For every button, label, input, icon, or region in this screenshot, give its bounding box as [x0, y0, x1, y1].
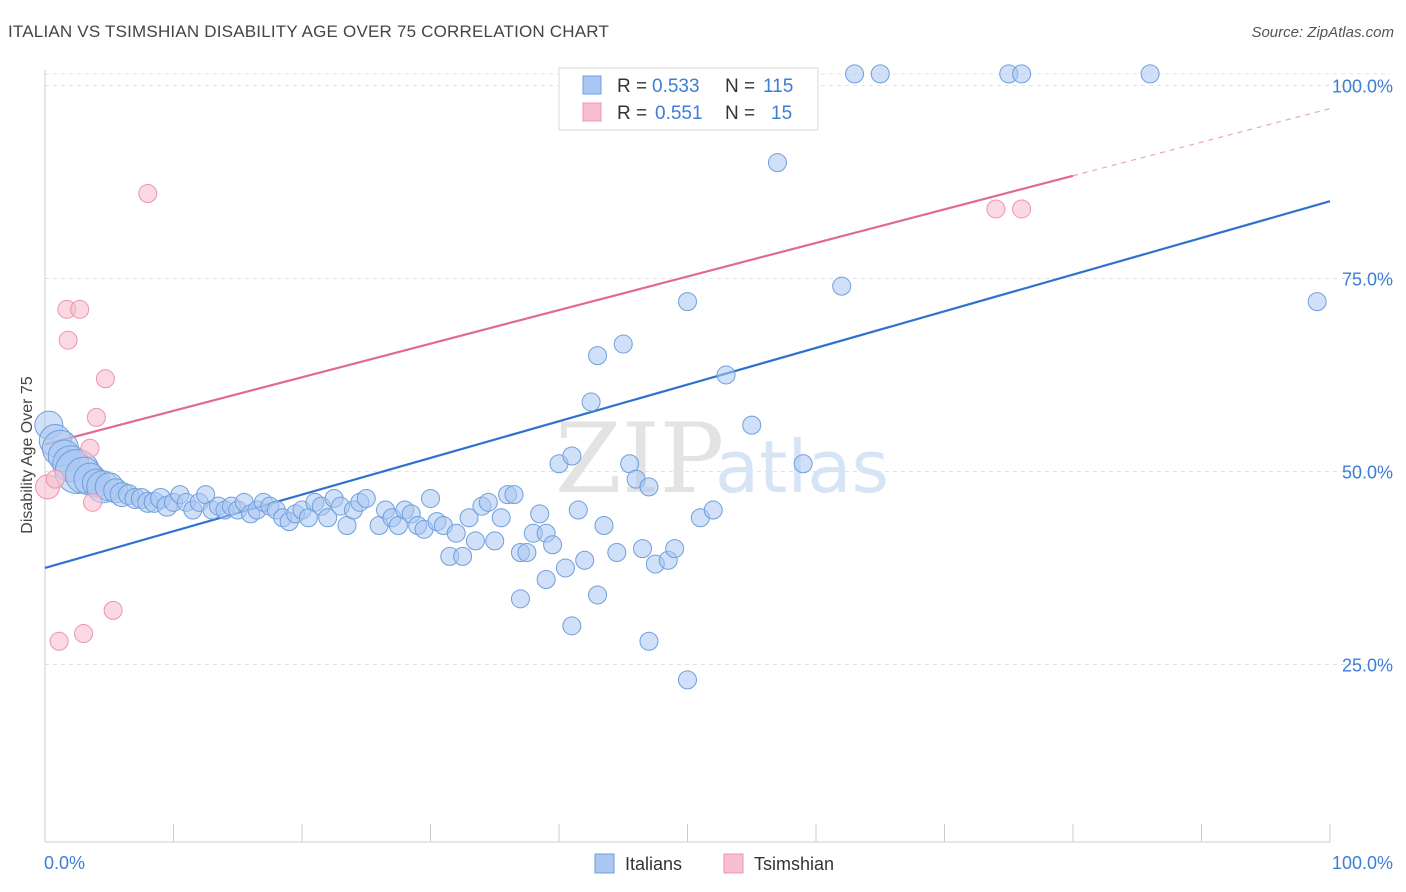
point-tsimshian [80, 438, 100, 458]
y-tick-label-1: 50.0% [1342, 462, 1393, 482]
series-legend: Italians Tsimshian [594, 853, 834, 874]
legend-n-value-italians: 115 [763, 76, 793, 97]
point-italians [543, 535, 563, 555]
point-tsimshian [86, 407, 106, 427]
point-tsimshian [58, 330, 78, 350]
point-italians [517, 543, 537, 562]
point-italians [459, 508, 479, 528]
point-italians [555, 558, 575, 578]
point-tsimshian [83, 492, 103, 512]
point-italians [832, 276, 852, 296]
series-legend-swatch-italians [594, 853, 615, 874]
watermark-zip: ZIP [555, 403, 724, 515]
point-italians [742, 415, 762, 435]
point-italians [491, 508, 511, 528]
point-italians [536, 570, 556, 590]
source-label: Source: ZipAtlas.com [1251, 24, 1394, 41]
point-italians [665, 539, 685, 559]
watermark: ZIP atlas [555, 403, 889, 515]
point-tsimshian [70, 299, 90, 319]
point-tsimshian [45, 469, 65, 489]
point-italians [581, 392, 601, 412]
point-italians [639, 477, 659, 497]
point-italians [478, 492, 498, 512]
correlation-legend: R = 0.533 N = 115 R = 0.551 N = 15 [558, 67, 819, 131]
point-italians [793, 454, 813, 474]
point-italians [870, 64, 890, 84]
legend-r-value-italians: 0.533 [652, 76, 700, 97]
trend-line-tsimshian-extrapolated [1072, 108, 1331, 177]
point-tsimshian [74, 624, 94, 644]
point-italians [594, 515, 614, 535]
legend-r-label-tsimshian: R = [617, 103, 647, 124]
point-tsimshian [49, 631, 69, 651]
point-italians [504, 485, 524, 505]
point-italians [421, 488, 440, 508]
point-italians [562, 446, 582, 466]
point-italians [678, 670, 697, 690]
point-italians [465, 531, 485, 551]
point-italians [318, 508, 338, 528]
y-tick-label-3: 100.0% [1332, 76, 1393, 96]
point-italians [703, 500, 723, 520]
legend-n-label-tsimshian: N = [725, 103, 755, 124]
point-italians [510, 589, 530, 609]
point-italians [716, 365, 736, 385]
trend-line-tsimshian [44, 174, 1074, 446]
y-tick-label-2: 75.0% [1342, 269, 1393, 289]
point-italians [678, 292, 697, 312]
point-italians [607, 543, 627, 562]
series-legend-tsimshian: Tsimshian [754, 854, 834, 874]
point-italians [568, 500, 588, 520]
point-italians [588, 585, 608, 605]
x-tick-label-0: 0.0% [44, 853, 85, 873]
legend-swatch-tsimshian [582, 102, 602, 122]
data-points [34, 64, 1327, 690]
y-tick-label-0: 25.0% [1342, 655, 1393, 675]
point-italians [1012, 64, 1032, 84]
point-italians [613, 334, 633, 354]
point-italians [356, 488, 376, 508]
point-italians [562, 616, 582, 636]
legend-n-label-italians: N = [725, 76, 755, 97]
point-italians [530, 504, 550, 524]
point-tsimshian [986, 199, 1006, 219]
point-tsimshian [1012, 199, 1032, 219]
point-italians [767, 153, 787, 173]
series-legend-italians: Italians [625, 854, 682, 874]
point-italians [639, 631, 659, 651]
point-tsimshian [95, 369, 115, 389]
point-italians [1307, 292, 1327, 312]
point-italians [446, 523, 466, 543]
x-tick-labels: 0.0% 100.0% [44, 853, 1393, 873]
legend-box [558, 67, 819, 131]
point-italians [575, 550, 595, 570]
legend-swatch-italians [582, 75, 602, 95]
point-italians [453, 546, 473, 566]
point-tsimshian [103, 600, 123, 620]
point-italians [1140, 64, 1160, 84]
legend-r-value-tsimshian: 0.551 [655, 103, 703, 124]
legend-n-value-tsimshian: 15 [771, 103, 792, 124]
point-italians [633, 539, 653, 559]
series-legend-swatch-tsimshian [723, 853, 744, 874]
point-italians [588, 346, 608, 366]
y-tick-labels: 25.0% 50.0% 75.0% 100.0% [1332, 76, 1393, 675]
point-italians [485, 531, 505, 551]
chart-title: ITALIAN VS TSIMSHIAN DISABILITY AGE OVER… [8, 22, 610, 41]
point-tsimshian [138, 184, 158, 204]
grid [45, 73, 1390, 665]
legend-r-label-italians: R = [617, 76, 647, 97]
x-tick-label-1: 100.0% [1332, 853, 1393, 873]
point-italians [845, 64, 865, 84]
